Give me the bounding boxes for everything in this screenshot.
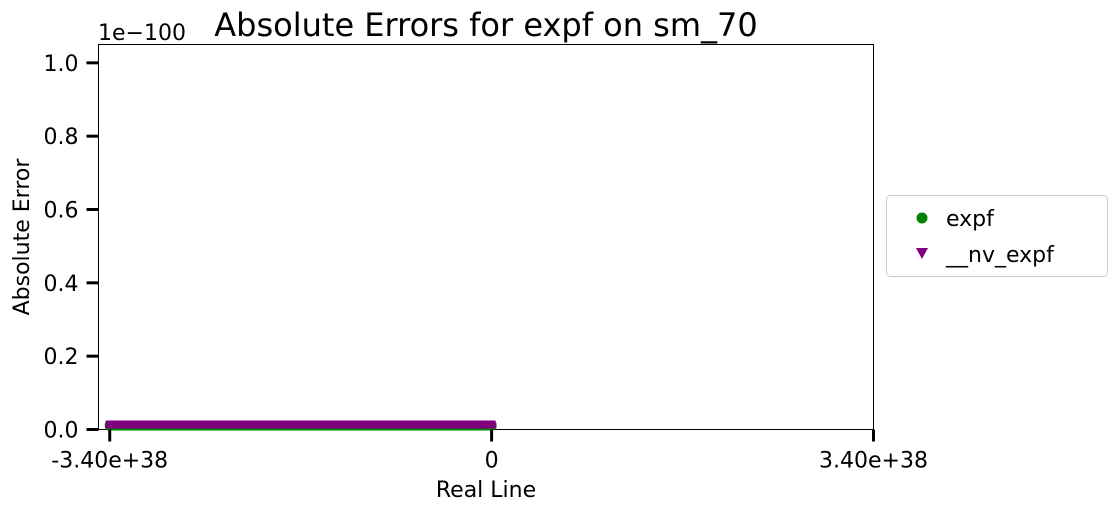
y-axis-label: Absolute Error xyxy=(10,158,35,316)
x-tick-label-1: 0 xyxy=(485,449,499,474)
series-nv-expf-end-marker xyxy=(105,420,114,428)
plot-area xyxy=(98,44,874,430)
legend-marker-expf xyxy=(916,212,928,224)
y-tick-label-4: 0.8 xyxy=(44,125,79,150)
chart-title: Absolute Errors for expf on sm_70 xyxy=(214,6,757,44)
x-axis: -3.40e+38 0 3.40e+38 xyxy=(51,429,928,474)
series-nv-expf xyxy=(105,420,496,429)
y-tick-label-2: 0.4 xyxy=(44,272,79,297)
legend-label-expf: expf xyxy=(946,207,995,232)
x-tick-label-2: 3.40e+38 xyxy=(819,449,928,474)
series-layer xyxy=(104,420,497,431)
y-axis: 0.0 0.2 0.4 0.6 0.8 1.0 xyxy=(44,52,99,444)
legend-box xyxy=(886,195,1108,277)
legend-label-nv-expf: __nv_expf xyxy=(945,243,1055,268)
series-nv-expf-end-marker xyxy=(487,420,496,428)
y-tick-label-3: 0.6 xyxy=(44,199,79,224)
x-axis-label: Real Line xyxy=(436,478,536,503)
series-nv-expf-points xyxy=(105,420,496,429)
y-tick-label-0: 0.0 xyxy=(44,419,79,444)
y-offset-label: 1e−100 xyxy=(98,21,186,46)
y-tick-label-1: 0.2 xyxy=(44,345,79,370)
x-tick-label-0: -3.40e+38 xyxy=(51,449,168,474)
y-tick-label-5: 1.0 xyxy=(44,52,79,77)
legend-marker-nv-expf xyxy=(916,248,928,259)
legend: expf __nv_expf xyxy=(886,195,1108,277)
